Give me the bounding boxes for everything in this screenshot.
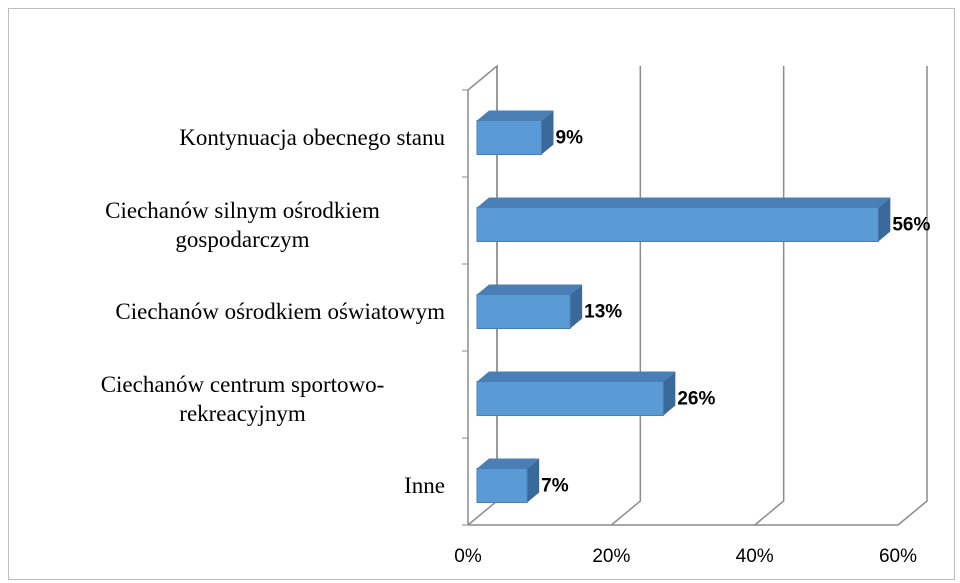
category-label: Kontynuacja obecnego stanu — [179, 125, 445, 150]
grid-line — [610, 66, 642, 526]
bar-side — [878, 197, 891, 242]
category-label-box: Ciechanów ośrodkiem oświatowym — [20, 268, 445, 355]
value-label: 7% — [541, 476, 569, 497]
bar-front — [476, 120, 542, 155]
bar-top — [477, 110, 554, 121]
category-label: Ciechanów ośrodkiem oświatowym — [115, 299, 445, 324]
bar — [476, 371, 676, 416]
value-label: 13% — [584, 302, 622, 323]
bar-side — [541, 110, 554, 155]
bar-top — [477, 371, 676, 382]
value-label: 26% — [677, 389, 715, 410]
grid-line — [754, 66, 785, 526]
bar — [476, 197, 891, 242]
category-label-row: Ciechanów centrum sportowo-rekreacyjnym — [20, 355, 445, 442]
chart-border — [8, 8, 955, 580]
category-label: Ciechanów centrum sportowo-rekreacyjnym — [100, 371, 385, 426]
bar — [476, 284, 583, 329]
category-label-box: Ciechanów silnym ośrodkiem gospodarczym — [20, 181, 445, 268]
category-label-row: Ciechanów ośrodkiem oświatowym — [20, 268, 445, 355]
bar — [476, 458, 540, 503]
category-label: Ciechanów silnym ośrodkiem gospodarczym — [105, 197, 380, 252]
bar-top — [477, 197, 891, 208]
value-label: 56% — [892, 215, 930, 236]
x-tick-label: 60% — [879, 546, 917, 567]
category-label-box: Ciechanów centrum sportowo-rekreacyjnym — [20, 355, 445, 442]
bar-front — [476, 468, 528, 503]
bar — [476, 110, 554, 155]
category-labels: Kontynuacja obecnego stanu Ciechanów siln… — [20, 94, 445, 529]
x-tick-label: 20% — [592, 546, 630, 567]
bar-front — [476, 381, 664, 416]
category-label-row: Inne — [20, 442, 445, 529]
category-label-box: Kontynuacja obecnego stanu — [20, 94, 445, 181]
category-label-row: Kontynuacja obecnego stanu — [20, 94, 445, 181]
category-label-box: Inne — [20, 442, 445, 529]
value-label: 9% — [556, 128, 584, 149]
bar-front — [476, 207, 879, 242]
grid-line — [897, 66, 928, 526]
category-label-row: Ciechanów silnym ośrodkiem gospodarczym — [20, 181, 445, 268]
x-tick-label: 0% — [454, 546, 482, 567]
bar-side — [527, 458, 540, 503]
bar-top — [477, 284, 583, 295]
bar-side — [663, 371, 676, 416]
bar-front — [476, 294, 571, 329]
category-label: Inne — [404, 473, 445, 498]
bar-top — [477, 458, 540, 469]
x-tick-label: 40% — [736, 546, 774, 567]
bar-side — [570, 284, 583, 329]
